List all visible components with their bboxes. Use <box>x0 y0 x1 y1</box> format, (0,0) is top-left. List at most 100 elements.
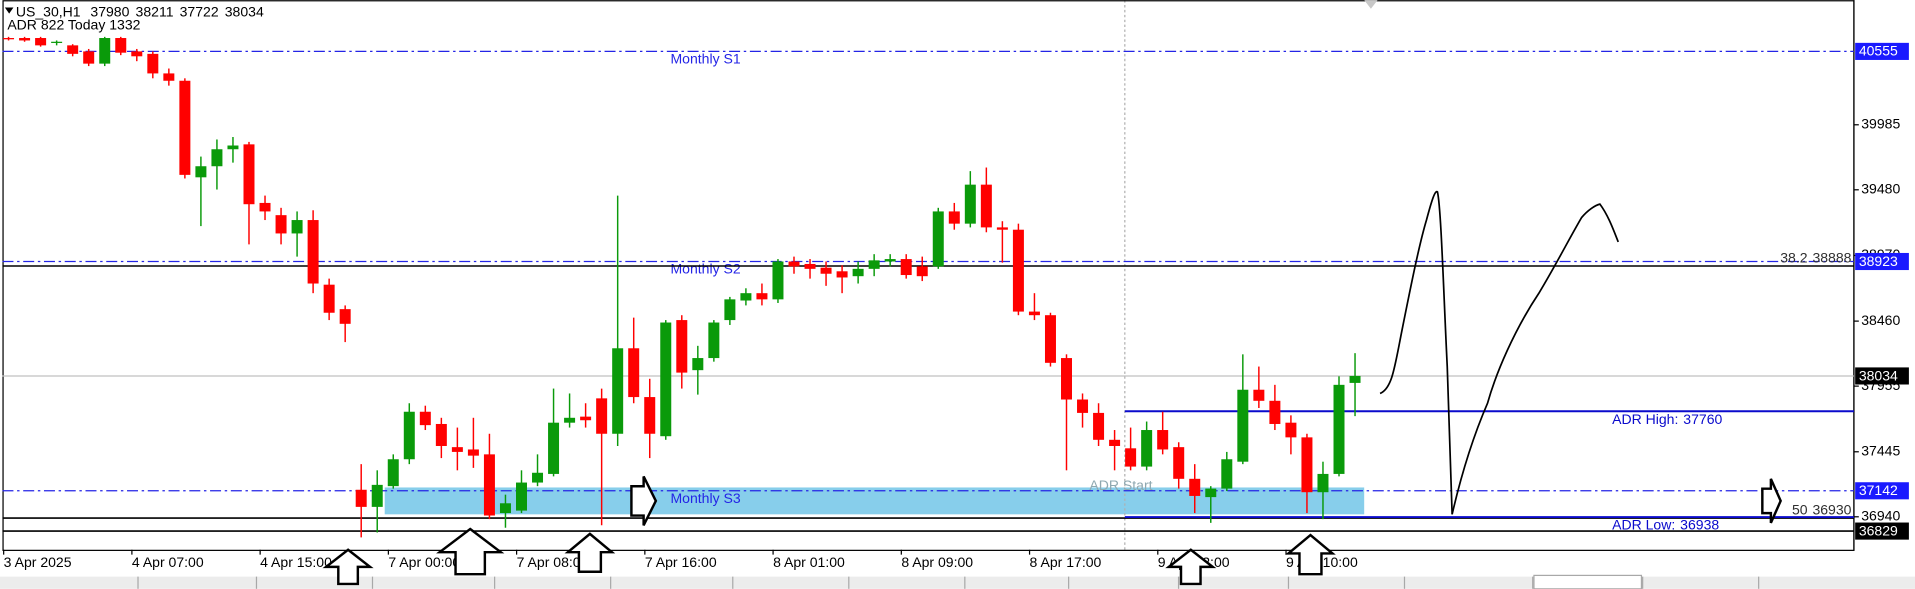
candle-body <box>227 145 239 150</box>
candle-body <box>387 459 399 487</box>
arrow-up <box>1285 533 1336 576</box>
y-tick-label: 39985 <box>1861 115 1900 131</box>
candle-body <box>51 41 63 43</box>
candle-body <box>1189 478 1201 496</box>
candle-body <box>1141 430 1153 467</box>
x-tick-label: 3 Apr 2025 <box>4 554 72 570</box>
candle-body <box>291 220 303 234</box>
candle-body <box>1333 384 1345 474</box>
candle-body <box>1221 459 1233 489</box>
candle-body <box>564 417 576 423</box>
header-marker <box>4 7 14 14</box>
candle-body <box>371 484 383 507</box>
candle-body <box>964 184 976 224</box>
candle-body <box>307 220 319 284</box>
price-box-label: 37142 <box>1859 482 1898 498</box>
monthly-label: Monthly S1 <box>670 51 740 67</box>
candle-body <box>868 260 880 269</box>
candle-body <box>548 422 560 474</box>
candle-body <box>948 211 960 224</box>
candle-body <box>980 184 992 228</box>
candle-body <box>1173 447 1185 479</box>
header-high: 38211 <box>136 3 174 19</box>
info: ADR 822 Today 1332 <box>7 17 140 33</box>
adr-label: ADR Low: 36938 <box>1612 516 1719 532</box>
header-close: 38034 <box>225 3 264 19</box>
candle-body <box>451 447 463 452</box>
candle-body <box>83 51 95 64</box>
x-tick-label: 7 Apr 08:00 <box>517 554 589 570</box>
y-tick-label: 38460 <box>1861 312 1900 328</box>
candle-body <box>532 472 544 483</box>
x-tick-label: 4 Apr 15:00 <box>260 554 332 570</box>
symbol: US_30,H1 <box>16 3 81 19</box>
header-low: 37722 <box>180 3 219 19</box>
price-box-label: 38034 <box>1859 367 1898 383</box>
candle-body <box>900 259 912 276</box>
candle-body <box>499 503 511 514</box>
candle-body <box>1125 448 1137 467</box>
monthly-label: Monthly S2 <box>670 261 740 277</box>
candle-body <box>1157 430 1169 450</box>
candle-body <box>612 348 624 434</box>
candle-body <box>99 38 111 64</box>
arrow-up <box>1165 548 1217 586</box>
candle-body <box>147 53 159 74</box>
price-box-label: 40555 <box>1859 43 1898 59</box>
candle-body <box>1077 399 1089 413</box>
candle-body <box>580 416 592 421</box>
fib-price: 38888 <box>1812 249 1851 265</box>
candle-body <box>435 423 447 446</box>
candle-body <box>1285 422 1297 438</box>
drawings <box>0 190 1915 589</box>
price-box-label: 38923 <box>1859 253 1898 269</box>
x-tick-label: 8 Apr 09:00 <box>901 554 973 570</box>
price-box-label: 36829 <box>1859 522 1898 538</box>
arrow-up <box>436 527 505 576</box>
candle-body <box>19 38 31 41</box>
y-tick-label: 37445 <box>1861 442 1900 458</box>
candle-body <box>35 38 47 46</box>
candle-body <box>708 322 720 359</box>
candle-body <box>596 398 608 434</box>
candle-body <box>211 149 223 167</box>
candle-body <box>1301 437 1313 493</box>
hand-drawn-path <box>1379 190 1453 515</box>
fib-label: 50 36930 <box>1792 501 1852 517</box>
candle-body <box>1028 311 1040 316</box>
fib-ratio: 50 <box>1792 501 1808 517</box>
candle-body <box>692 358 704 371</box>
candle-body <box>179 80 191 175</box>
arrow-right <box>630 475 658 526</box>
candle-body <box>932 211 944 267</box>
candle-body <box>1044 315 1056 363</box>
tab-bar <box>0 576 1915 589</box>
candle-body <box>1109 439 1121 446</box>
candle-body <box>1349 375 1361 383</box>
fib-price: 36930 <box>1812 501 1851 517</box>
candle-body <box>820 267 832 274</box>
x-tick-label: 8 Apr 17:00 <box>1030 554 1102 570</box>
price-box <box>1855 482 1909 500</box>
active-tab[interactable] <box>1533 574 1643 589</box>
candle-body <box>115 38 127 53</box>
arrow-up <box>322 548 374 586</box>
adr-price: 36938 <box>1680 516 1719 532</box>
candle-body <box>1269 400 1281 424</box>
candle-body <box>644 397 656 434</box>
candle-body <box>243 144 255 205</box>
candle-body <box>804 263 816 269</box>
y-tick-label: 36940 <box>1861 507 1900 523</box>
candle-body <box>1012 229 1024 312</box>
adr-name: ADR High: <box>1612 410 1678 426</box>
price-box <box>1855 522 1909 540</box>
candle-body <box>67 45 79 54</box>
price-box <box>1855 42 1909 60</box>
scroll-marker <box>1364 0 1378 9</box>
arrow-right <box>1761 478 1782 524</box>
candle-body <box>660 322 672 437</box>
candle-body <box>852 268 864 277</box>
x-tick-label: 7 Apr 00:00 <box>388 554 460 570</box>
